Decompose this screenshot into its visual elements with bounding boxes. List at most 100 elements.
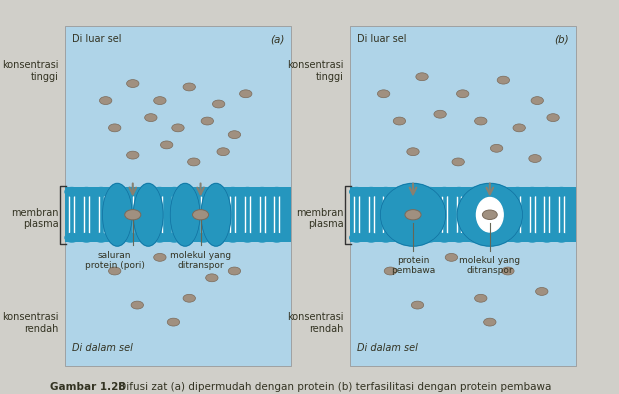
Text: membran
plasma: membran plasma xyxy=(11,208,59,229)
Circle shape xyxy=(501,267,514,275)
Ellipse shape xyxy=(201,183,231,246)
Circle shape xyxy=(365,188,378,196)
Circle shape xyxy=(526,188,539,196)
Ellipse shape xyxy=(133,183,163,246)
Circle shape xyxy=(379,188,392,196)
Circle shape xyxy=(201,117,214,125)
Text: molekul yang
ditranspor: molekul yang ditranspor xyxy=(170,251,231,270)
Circle shape xyxy=(226,233,240,242)
Circle shape xyxy=(496,233,510,242)
Circle shape xyxy=(255,188,269,196)
Circle shape xyxy=(438,233,451,242)
Circle shape xyxy=(483,318,496,326)
Ellipse shape xyxy=(457,183,522,246)
Circle shape xyxy=(108,267,121,275)
Ellipse shape xyxy=(477,197,503,232)
Circle shape xyxy=(167,318,180,326)
Circle shape xyxy=(529,154,541,162)
Circle shape xyxy=(511,233,524,242)
Circle shape xyxy=(125,210,141,220)
Circle shape xyxy=(124,188,137,196)
Circle shape xyxy=(513,124,526,132)
Circle shape xyxy=(416,73,428,81)
Text: Di dalam sel: Di dalam sel xyxy=(357,343,417,353)
Circle shape xyxy=(94,233,108,242)
Circle shape xyxy=(497,76,509,84)
Text: (a): (a) xyxy=(270,34,284,44)
Circle shape xyxy=(526,233,539,242)
Circle shape xyxy=(241,188,254,196)
Circle shape xyxy=(379,233,392,242)
Circle shape xyxy=(467,233,480,242)
Circle shape xyxy=(197,188,210,196)
Circle shape xyxy=(212,233,225,242)
Circle shape xyxy=(80,188,93,196)
Circle shape xyxy=(80,233,93,242)
Circle shape xyxy=(555,188,568,196)
Circle shape xyxy=(160,141,173,149)
Circle shape xyxy=(511,188,524,196)
Circle shape xyxy=(490,144,503,152)
Circle shape xyxy=(394,233,407,242)
Circle shape xyxy=(109,188,123,196)
Ellipse shape xyxy=(170,183,200,246)
Circle shape xyxy=(168,233,181,242)
Circle shape xyxy=(154,253,166,261)
Text: membran
plasma: membran plasma xyxy=(296,208,344,229)
Circle shape xyxy=(555,233,568,242)
Circle shape xyxy=(452,158,464,166)
Circle shape xyxy=(171,124,184,132)
Circle shape xyxy=(228,131,241,139)
Bar xyxy=(65,188,291,242)
Circle shape xyxy=(212,188,225,196)
Circle shape xyxy=(394,188,407,196)
Circle shape xyxy=(467,188,480,196)
Circle shape xyxy=(138,188,152,196)
Circle shape xyxy=(378,90,390,98)
Circle shape xyxy=(153,188,167,196)
Circle shape xyxy=(183,294,196,302)
Circle shape xyxy=(475,294,487,302)
Circle shape xyxy=(193,210,209,220)
Circle shape xyxy=(182,188,196,196)
Circle shape xyxy=(457,90,469,98)
Text: konsentrasi
tinggi: konsentrasi tinggi xyxy=(2,60,59,82)
Circle shape xyxy=(65,188,79,196)
Bar xyxy=(65,26,291,366)
Circle shape xyxy=(405,210,421,220)
Circle shape xyxy=(393,117,405,125)
Circle shape xyxy=(270,233,284,242)
Text: konsentrasi
tinggi: konsentrasi tinggi xyxy=(287,60,344,82)
Circle shape xyxy=(127,151,139,159)
Text: Di luar sel: Di luar sel xyxy=(72,34,121,44)
Circle shape xyxy=(407,148,419,156)
Text: molekul yang
ditranspor: molekul yang ditranspor xyxy=(459,256,521,275)
Circle shape xyxy=(350,188,363,196)
Text: saluran
protein (pori): saluran protein (pori) xyxy=(85,251,145,270)
Circle shape xyxy=(350,233,363,242)
Text: Difusi zat (a) dipermudah dengan protein (b) terfasilitasi dengan protein pembaw: Difusi zat (a) dipermudah dengan protein… xyxy=(115,382,551,392)
Circle shape xyxy=(384,267,397,275)
Circle shape xyxy=(168,188,181,196)
Circle shape xyxy=(535,288,548,296)
Circle shape xyxy=(411,301,423,309)
Circle shape xyxy=(270,188,284,196)
Circle shape xyxy=(188,158,200,166)
Ellipse shape xyxy=(103,183,132,246)
Circle shape xyxy=(217,148,229,156)
Text: konsentrasi
rendah: konsentrasi rendah xyxy=(287,312,344,334)
Circle shape xyxy=(206,274,218,282)
Circle shape xyxy=(365,233,378,242)
Circle shape xyxy=(124,233,137,242)
Circle shape xyxy=(127,80,139,87)
Circle shape xyxy=(212,100,225,108)
Text: (b): (b) xyxy=(554,34,569,44)
Circle shape xyxy=(226,188,240,196)
Circle shape xyxy=(145,114,157,122)
Circle shape xyxy=(531,97,543,104)
Text: Gambar 1.28: Gambar 1.28 xyxy=(50,382,125,392)
Circle shape xyxy=(423,233,436,242)
Bar xyxy=(350,26,576,366)
Circle shape xyxy=(438,188,451,196)
Circle shape xyxy=(547,114,560,122)
